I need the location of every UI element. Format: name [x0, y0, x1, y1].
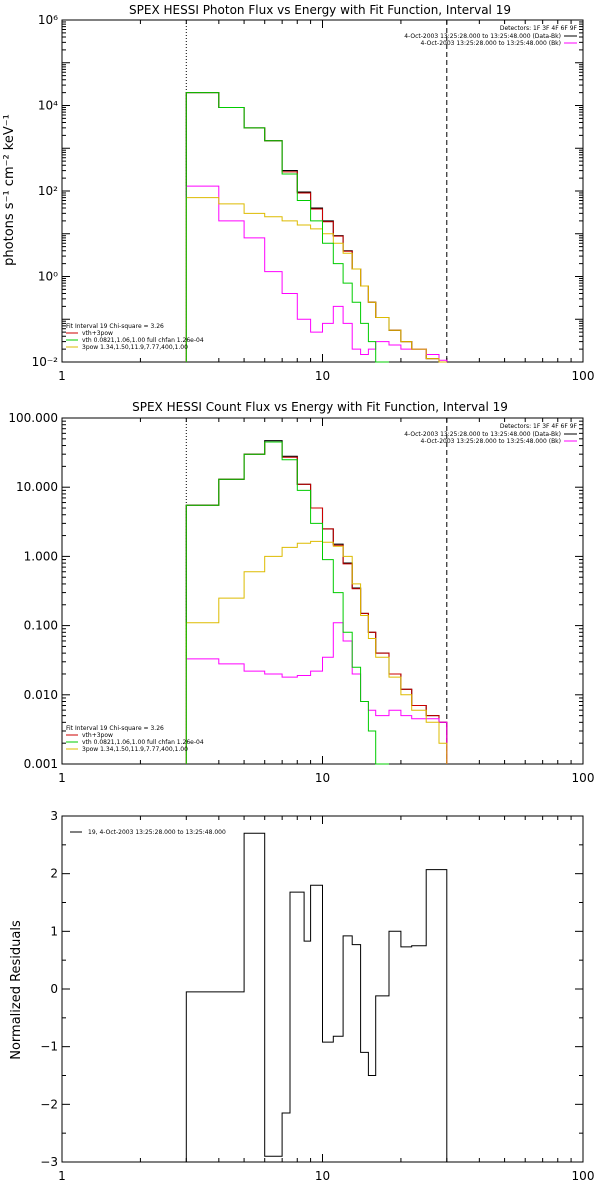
y-tick-label: 10²: [38, 184, 58, 198]
series-background: [185, 622, 448, 764]
legend-entry: vth 0.0821,1.06,1.00 full chfan 1.26e-04: [82, 337, 204, 344]
y-tick-label: 1: [50, 924, 58, 938]
legend-detectors: Detectors: 1F 3F 4F 6F 9F: [500, 423, 578, 430]
x-tick-label: 1: [58, 1169, 66, 1183]
y-tick-label: 10⁴: [38, 99, 58, 113]
y-tick-label: 2: [50, 867, 58, 881]
y-tick-label: 0.100: [24, 619, 58, 633]
chart-title: SPEX HESSI Photon Flux vs Energy with Fi…: [129, 3, 511, 17]
legend-entry: 4-Oct-2003 13:25:28.000 to 13:25:48.000 …: [421, 438, 562, 445]
legend-entry: 4-Oct-2003 13:25:28.000 to 13:25:48.000 …: [404, 431, 561, 438]
series-thermal: [185, 441, 389, 765]
count-flux-chart: SPEX HESSI Count Flux vs Energy with Fit…: [8, 400, 594, 785]
legend-entry: 3pow 1.34,1.50,11.9,7.77,400,1.00: [82, 344, 188, 351]
legend-entry: 3pow 1.34,1.50,11.9,7.77,400,1.00: [82, 746, 188, 753]
series-power: [185, 540, 448, 764]
legend-entry: 4-Oct-2003 13:25:28.000 to 13:25:48.000 …: [421, 40, 562, 47]
x-tick-label: 100: [572, 771, 595, 785]
plot-frame: [61, 19, 584, 363]
legend-entry: 19, 4-Oct-2003 13:25:28.000 to 13:25:48.…: [88, 829, 226, 836]
y-tick-label: 3: [50, 809, 58, 823]
series-power: [185, 197, 447, 363]
photon-flux-chart: SPEX HESSI Photon Flux vs Energy with Fi…: [2, 3, 594, 383]
y-tick-label: −3: [40, 1155, 58, 1169]
chart-title: SPEX HESSI Count Flux vs Energy with Fit…: [132, 400, 508, 414]
series-total: [185, 92, 447, 363]
legend-entry: vth+3pow: [82, 732, 113, 739]
legend-entry: 4-Oct-2003 13:25:28.000 to 13:25:48.000 …: [404, 33, 561, 40]
y-tick-label: 10.000: [16, 480, 58, 494]
legend-fit-header: Fit Interval 19 Chi-square = 3.26: [66, 725, 164, 732]
y-tick-label: 10⁻²: [32, 355, 59, 369]
x-tick-label: 100: [572, 369, 595, 383]
y-tick-label: 10⁶: [38, 13, 58, 27]
y-axis-label: photons s⁻¹ cm⁻² keV⁻¹: [2, 114, 17, 266]
y-axis-label: Normalized Residuals: [9, 920, 24, 1060]
y-tick-label: 0: [50, 982, 58, 996]
x-tick-label: 100: [572, 1169, 595, 1183]
series-background: [185, 185, 448, 362]
residuals-chart: Normalized Residuals 1 10 100 −3 −2 −1 0 1 2 3 19,…: [9, 809, 594, 1183]
y-tick-label: 1.000: [24, 549, 58, 563]
y-tick-label: 0.001: [24, 757, 58, 771]
x-tick-label: 1: [58, 771, 66, 785]
x-tick-label: 1: [58, 369, 66, 383]
legend-fit-header: Fit Interval 19 Chi-square = 3.26: [66, 323, 164, 330]
y-tick-label: 0.010: [24, 688, 58, 702]
legend-detectors: Detectors: 1F 3F 4F 6F 9F: [500, 25, 578, 32]
plot-frame: [61, 417, 584, 765]
series-residuals: [185, 832, 448, 1162]
y-tick-label: 100.000: [8, 411, 58, 425]
series-data: [185, 92, 447, 363]
y-tick-label: −1: [40, 1040, 58, 1054]
x-tick-label: 10: [315, 771, 330, 785]
series-thermal: [185, 92, 389, 363]
x-tick-label: 10: [315, 369, 330, 383]
legend-entry: vth 0.0821,1.06,1.00 full chfan 1.26e-04: [82, 739, 204, 746]
legend-entry: vth+3pow: [82, 330, 113, 337]
y-tick-label: −2: [40, 1097, 58, 1111]
x-tick-label: 10: [315, 1169, 330, 1183]
y-tick-label: 10⁰: [38, 270, 58, 284]
